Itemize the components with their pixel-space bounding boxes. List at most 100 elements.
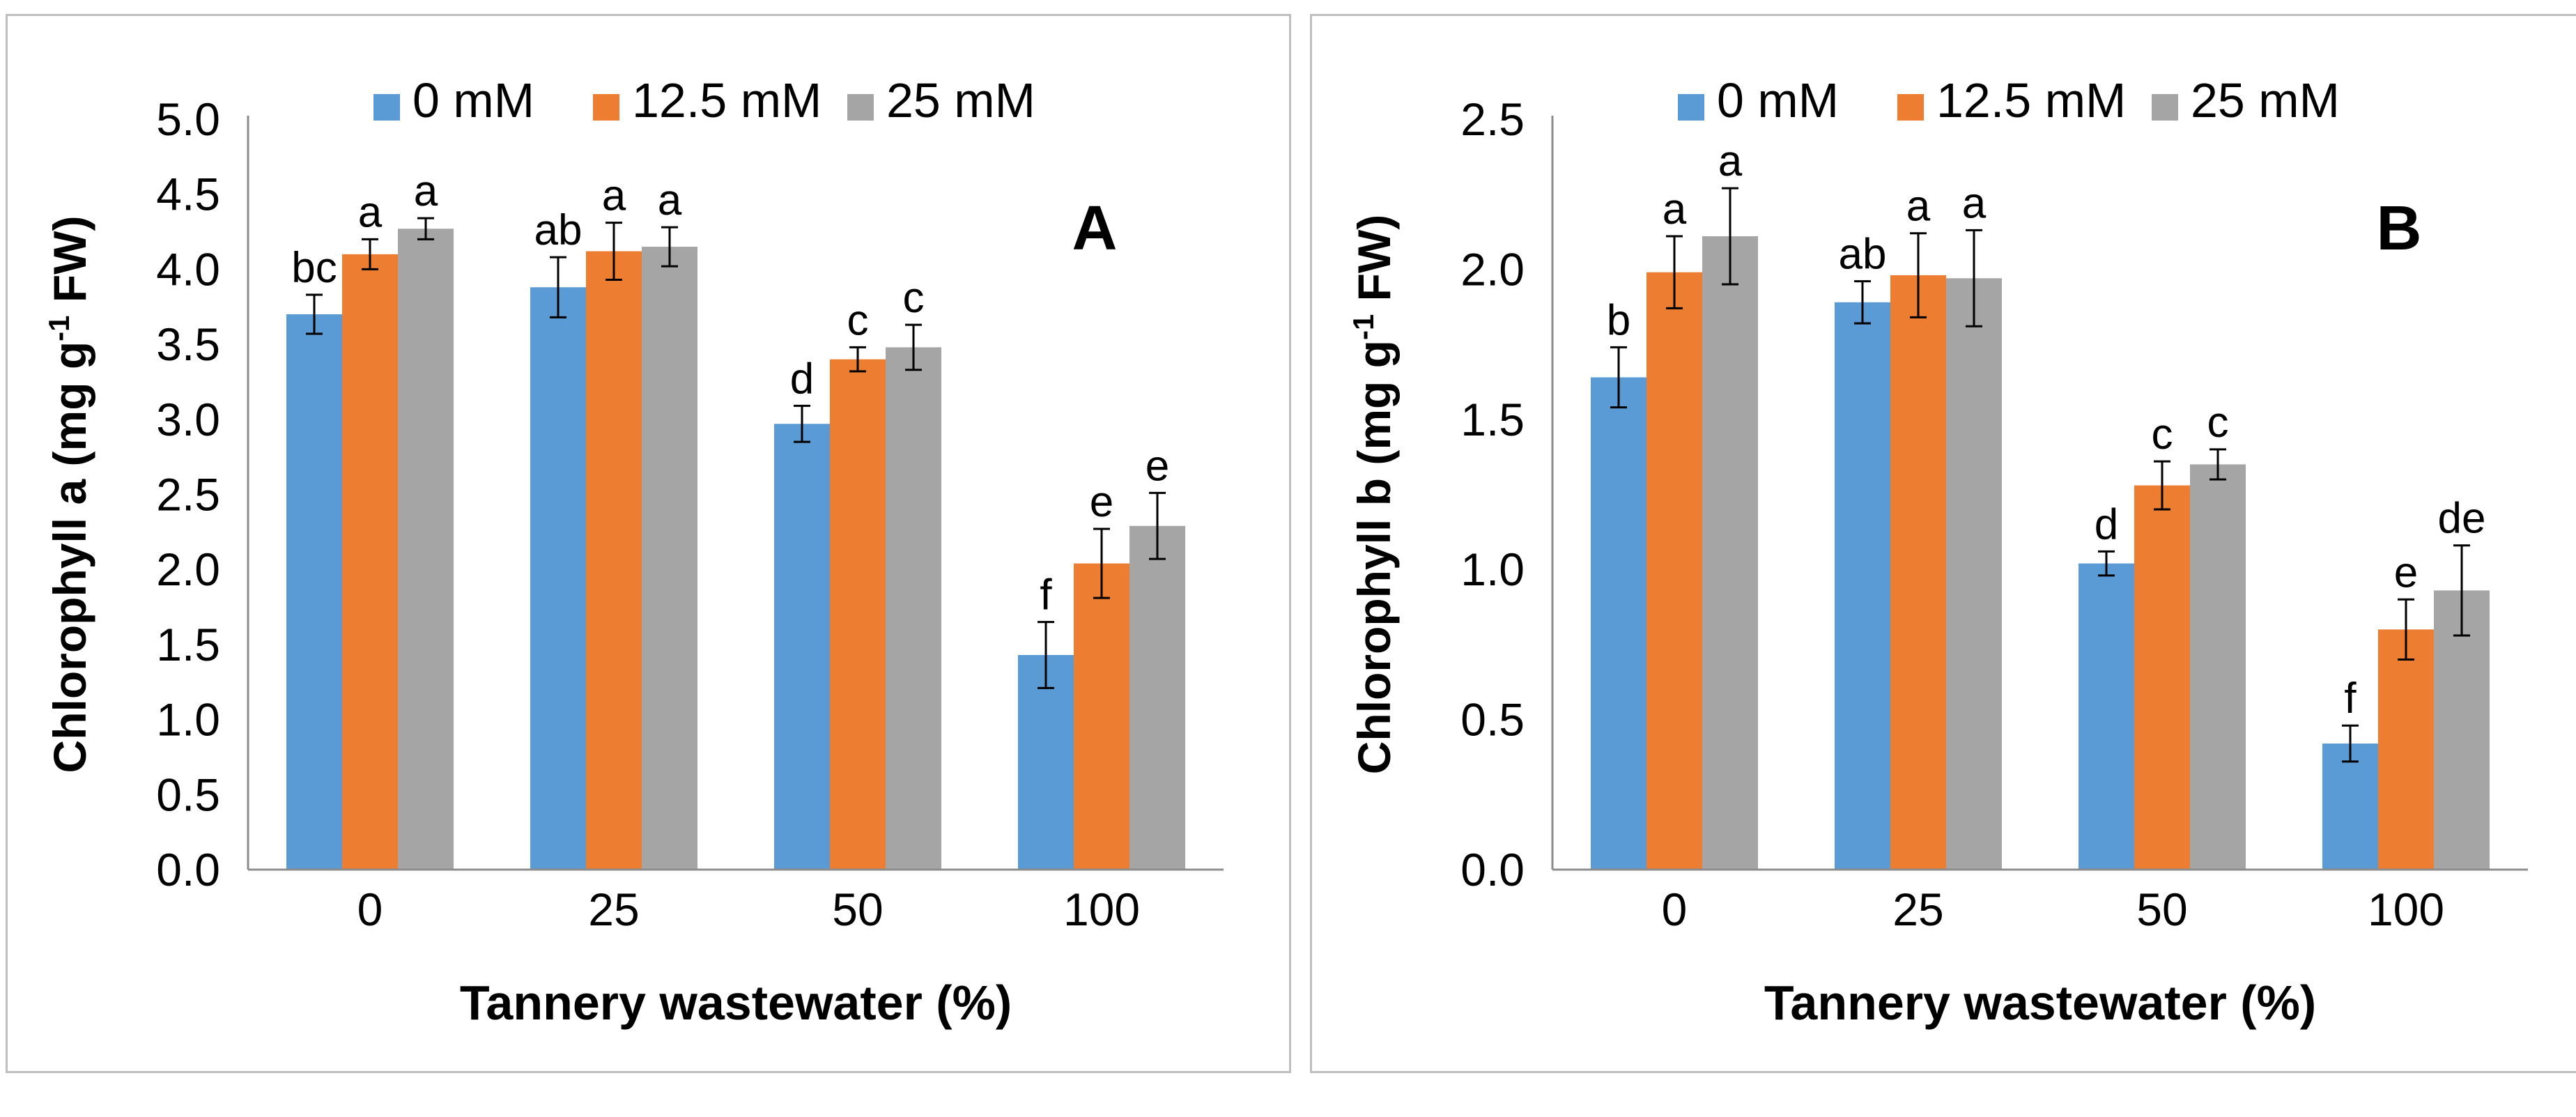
chart-a-sig-letter-0-1: ab xyxy=(534,206,583,254)
chart-b-legend-swatch-2 xyxy=(2152,94,2178,121)
chart-a-y-tick-label-3: 1.5 xyxy=(156,619,220,670)
chart-b-x-tick-label-3: 100 xyxy=(2368,884,2444,935)
chart-a-bar-0-2 xyxy=(774,424,830,870)
chart-a-x-tick-label-2: 50 xyxy=(832,884,883,935)
chart-a-legend-label-0: 0 mM xyxy=(412,73,534,128)
chart-b-bar-1-0 xyxy=(1646,272,1702,870)
chart-a-sig-letter-0-3: f xyxy=(1040,571,1052,619)
chart-b-y-axis-title-tail: FW) xyxy=(1348,215,1400,314)
chart-a-y-axis-title-sup: -1 xyxy=(43,315,75,341)
chart-b-y-tick-label-1: 0.5 xyxy=(1460,694,1525,746)
chart-a-legend-swatch-2 xyxy=(847,94,874,121)
chart-a-bar-2-0 xyxy=(398,229,454,870)
chart-a-y-axis-title: Chlorophyll a (mg g-1 FW) xyxy=(43,216,95,773)
chart-b-legend-label-1: 12.5 mM xyxy=(1936,73,2126,128)
chart-a-bar-0-0 xyxy=(286,314,342,870)
chart-a-bar-1-2 xyxy=(830,359,886,870)
chart-b-y-tick-label-5: 2.5 xyxy=(1460,93,1525,145)
chart-a-bar-2-1 xyxy=(642,247,697,870)
chart-a-y-tick-label-5: 2.5 xyxy=(156,469,220,521)
chart-b-sig-letter-2-1: a xyxy=(1962,179,1987,227)
chart-a-y-axis-title-tail: FW) xyxy=(44,216,95,316)
chart-a-sig-letter-2-2: c xyxy=(903,274,925,322)
chart-a-y-axis-title-main: Chlorophyll a (mg g xyxy=(44,341,95,773)
chart-a-sig-letter-1-3: e xyxy=(1090,478,1113,526)
chart-b-x-tick-label-2: 50 xyxy=(2136,884,2187,935)
chart-b-bar-2-1 xyxy=(1946,278,2002,870)
chart-b-bar-2-3 xyxy=(2434,590,2490,870)
chart-b-y-tick-label-4: 2.0 xyxy=(1460,243,1525,295)
chart-a-bar-1-3 xyxy=(1074,563,1129,870)
chart-b-sig-letter-1-3: e xyxy=(2394,548,2418,596)
chart-a-y-tick-label-7: 3.5 xyxy=(156,318,220,370)
chart-b-bar-1-2 xyxy=(2134,485,2190,870)
chart-b-y-axis-title-sup: -1 xyxy=(1347,314,1380,340)
chart-a-sig-letter-0-0: bc xyxy=(291,244,337,292)
chart-b-bar-0-1 xyxy=(1835,302,1890,870)
chart-b-legend-label-2: 25 mM xyxy=(2191,73,2340,128)
chart-a-sig-letter-2-3: e xyxy=(1146,442,1169,490)
chart-b-y-tick-label-3: 1.5 xyxy=(1460,394,1525,445)
chart-b-sig-letter-1-1: a xyxy=(1906,183,1931,231)
chart-b-bar-2-2 xyxy=(2190,464,2246,870)
chart-b-sig-letter-2-3: de xyxy=(2438,495,2486,543)
chart-a-y-tick-label-6: 3.0 xyxy=(156,394,220,445)
chart-b-y-axis-title: Chlorophyll b (mg g-1 FW) xyxy=(1347,215,1400,775)
chart-b-sig-letter-0-2: d xyxy=(2095,500,2118,548)
chart-b-x-axis-title: Tannery wastewater (%) xyxy=(1764,976,2316,1030)
chart-a-sig-letter-1-2: c xyxy=(847,296,869,344)
chart-b-bar-0-3 xyxy=(2322,744,2378,870)
chart-a-y-tick-label-0: 0.0 xyxy=(156,844,220,895)
chart-b-y-tick-label-2: 1.0 xyxy=(1460,544,1525,595)
chart-a-sig-letter-2-1: a xyxy=(658,176,682,224)
chart-b-x-tick-label-0: 0 xyxy=(1662,884,1688,935)
chart-panel-a: 0 mM 12.5 mM 25 mM bc a a 0 ab a a 25 d c c 50 f e e 100 0.… xyxy=(6,14,1291,1073)
chart-a-bar-1-0 xyxy=(342,254,398,870)
chart-a-bar-0-3 xyxy=(1018,654,1074,870)
chart-b-sig-letter-2-2: c xyxy=(2207,399,2229,447)
chart-a-y-tick-label-4: 2.0 xyxy=(156,544,220,595)
chart-b-bar-0-2 xyxy=(2078,563,2134,870)
chart-b-y-tick-label-0: 0.0 xyxy=(1460,844,1525,895)
chart-a-y-tick-label-2: 1.0 xyxy=(156,694,220,746)
chart-a-legend-label-2: 25 mM xyxy=(886,73,1035,128)
chart-a-bar-2-2 xyxy=(886,347,941,870)
chart-a-x-tick-label-1: 25 xyxy=(588,884,639,935)
chart-b-legend-swatch-0 xyxy=(1678,94,1704,121)
chart-a-bar-2-3 xyxy=(1129,525,1185,870)
chart-b-sig-letter-2-0: a xyxy=(1718,137,1743,185)
chart-b-y-axis-title-main: Chlorophyll b (mg g xyxy=(1348,340,1400,774)
chart-a-y-tick-label-8: 4.0 xyxy=(156,243,220,295)
chart-b-legend-label-0: 0 mM xyxy=(1717,73,1839,128)
chart-a-sig-letter-0-2: d xyxy=(790,355,814,403)
chart-a-legend-swatch-1 xyxy=(593,94,619,121)
chart-panel-b: 0 mM 12.5 mM 25 mM b a a 0 ab a a 25 d c c 50 f e de 100 0.… xyxy=(1310,14,2576,1073)
chart-b-sig-letter-0-3: f xyxy=(2344,675,2357,723)
chart-b-sig-letter-1-0: a xyxy=(1663,185,1687,233)
chart-b-bar-2-0 xyxy=(1702,236,1758,870)
chart-b-x-tick-label-1: 25 xyxy=(1892,884,1943,935)
chart-a-sig-letter-2-0: a xyxy=(414,167,438,215)
chart-b-bar-1-3 xyxy=(2378,629,2434,870)
chart-a-y-tick-label-10: 5.0 xyxy=(156,93,220,145)
chart-a-bar-0-1 xyxy=(530,287,586,870)
chart-b-bar-0-0 xyxy=(1591,377,1646,870)
chart-b-sig-letter-0-1: ab xyxy=(1839,231,1887,279)
chart-b-sig-letter-1-2: c xyxy=(2152,410,2173,459)
chart-a-x-tick-label-3: 100 xyxy=(1063,884,1140,935)
chart-a-legend-label-1: 12.5 mM xyxy=(632,73,822,128)
chart-a-y-tick-label-9: 4.5 xyxy=(156,169,220,220)
chart-b-bar-1-1 xyxy=(1890,275,1946,870)
chart-a-panel-label: A xyxy=(1072,194,1118,263)
chart-b-legend-swatch-1 xyxy=(1897,94,1924,121)
chart-a-x-tick-label-0: 0 xyxy=(357,884,383,935)
chart-b-sig-letter-0-0: b xyxy=(1607,296,1630,344)
chart-a-sig-letter-1-1: a xyxy=(602,172,626,220)
chart-a-bar-1-1 xyxy=(586,251,642,870)
chart-a-x-axis-title: Tannery wastewater (%) xyxy=(460,976,1012,1030)
chart-a-y-tick-label-1: 0.5 xyxy=(156,769,220,820)
chart-a-legend-swatch-0 xyxy=(373,94,400,121)
chart-a-sig-letter-1-0: a xyxy=(358,188,383,236)
